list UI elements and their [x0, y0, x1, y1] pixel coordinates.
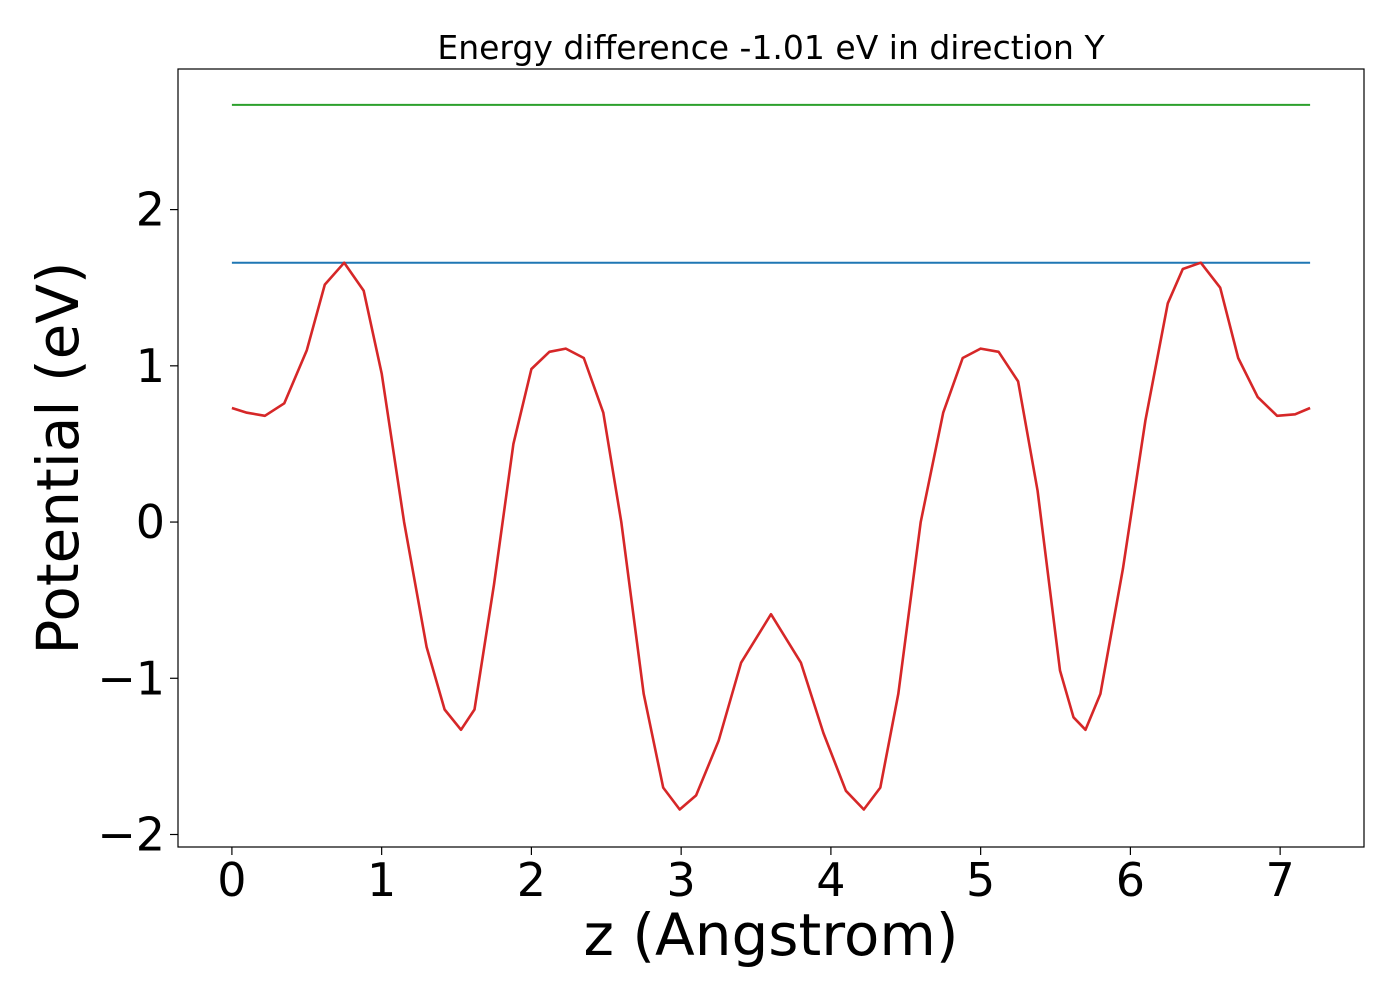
x-tick-label: 0 — [217, 853, 246, 907]
x-axis-ticks: 0 1 2 3 4 5 6 7 — [217, 847, 1295, 907]
y-axis-ticks: −2 −1 0 1 2 — [97, 183, 178, 862]
y-tick-label: −2 — [97, 808, 165, 862]
x-tick-label: 2 — [517, 853, 546, 907]
x-tick-label: 6 — [1116, 853, 1145, 907]
x-tick-label: 7 — [1266, 853, 1295, 907]
y-tick-label: −1 — [97, 651, 165, 705]
plot-lines — [231, 103, 1311, 811]
x-tick-label: 3 — [667, 853, 696, 907]
y-tick-label: 1 — [136, 339, 165, 393]
y-tick-label: 2 — [136, 183, 165, 237]
plot-frame — [177, 68, 1365, 848]
series-line-2 — [231, 261, 1311, 811]
chart-title: Energy difference -1.01 eV in direction … — [437, 28, 1105, 67]
y-tick-label: 0 — [136, 495, 165, 549]
x-tick-label: 5 — [966, 853, 995, 907]
y-axis-label: Potential (eV) — [24, 261, 92, 654]
x-tick-label: 1 — [367, 853, 396, 907]
x-axis-label: z (Angstrom) — [584, 901, 959, 969]
x-tick-label: 4 — [816, 853, 845, 907]
